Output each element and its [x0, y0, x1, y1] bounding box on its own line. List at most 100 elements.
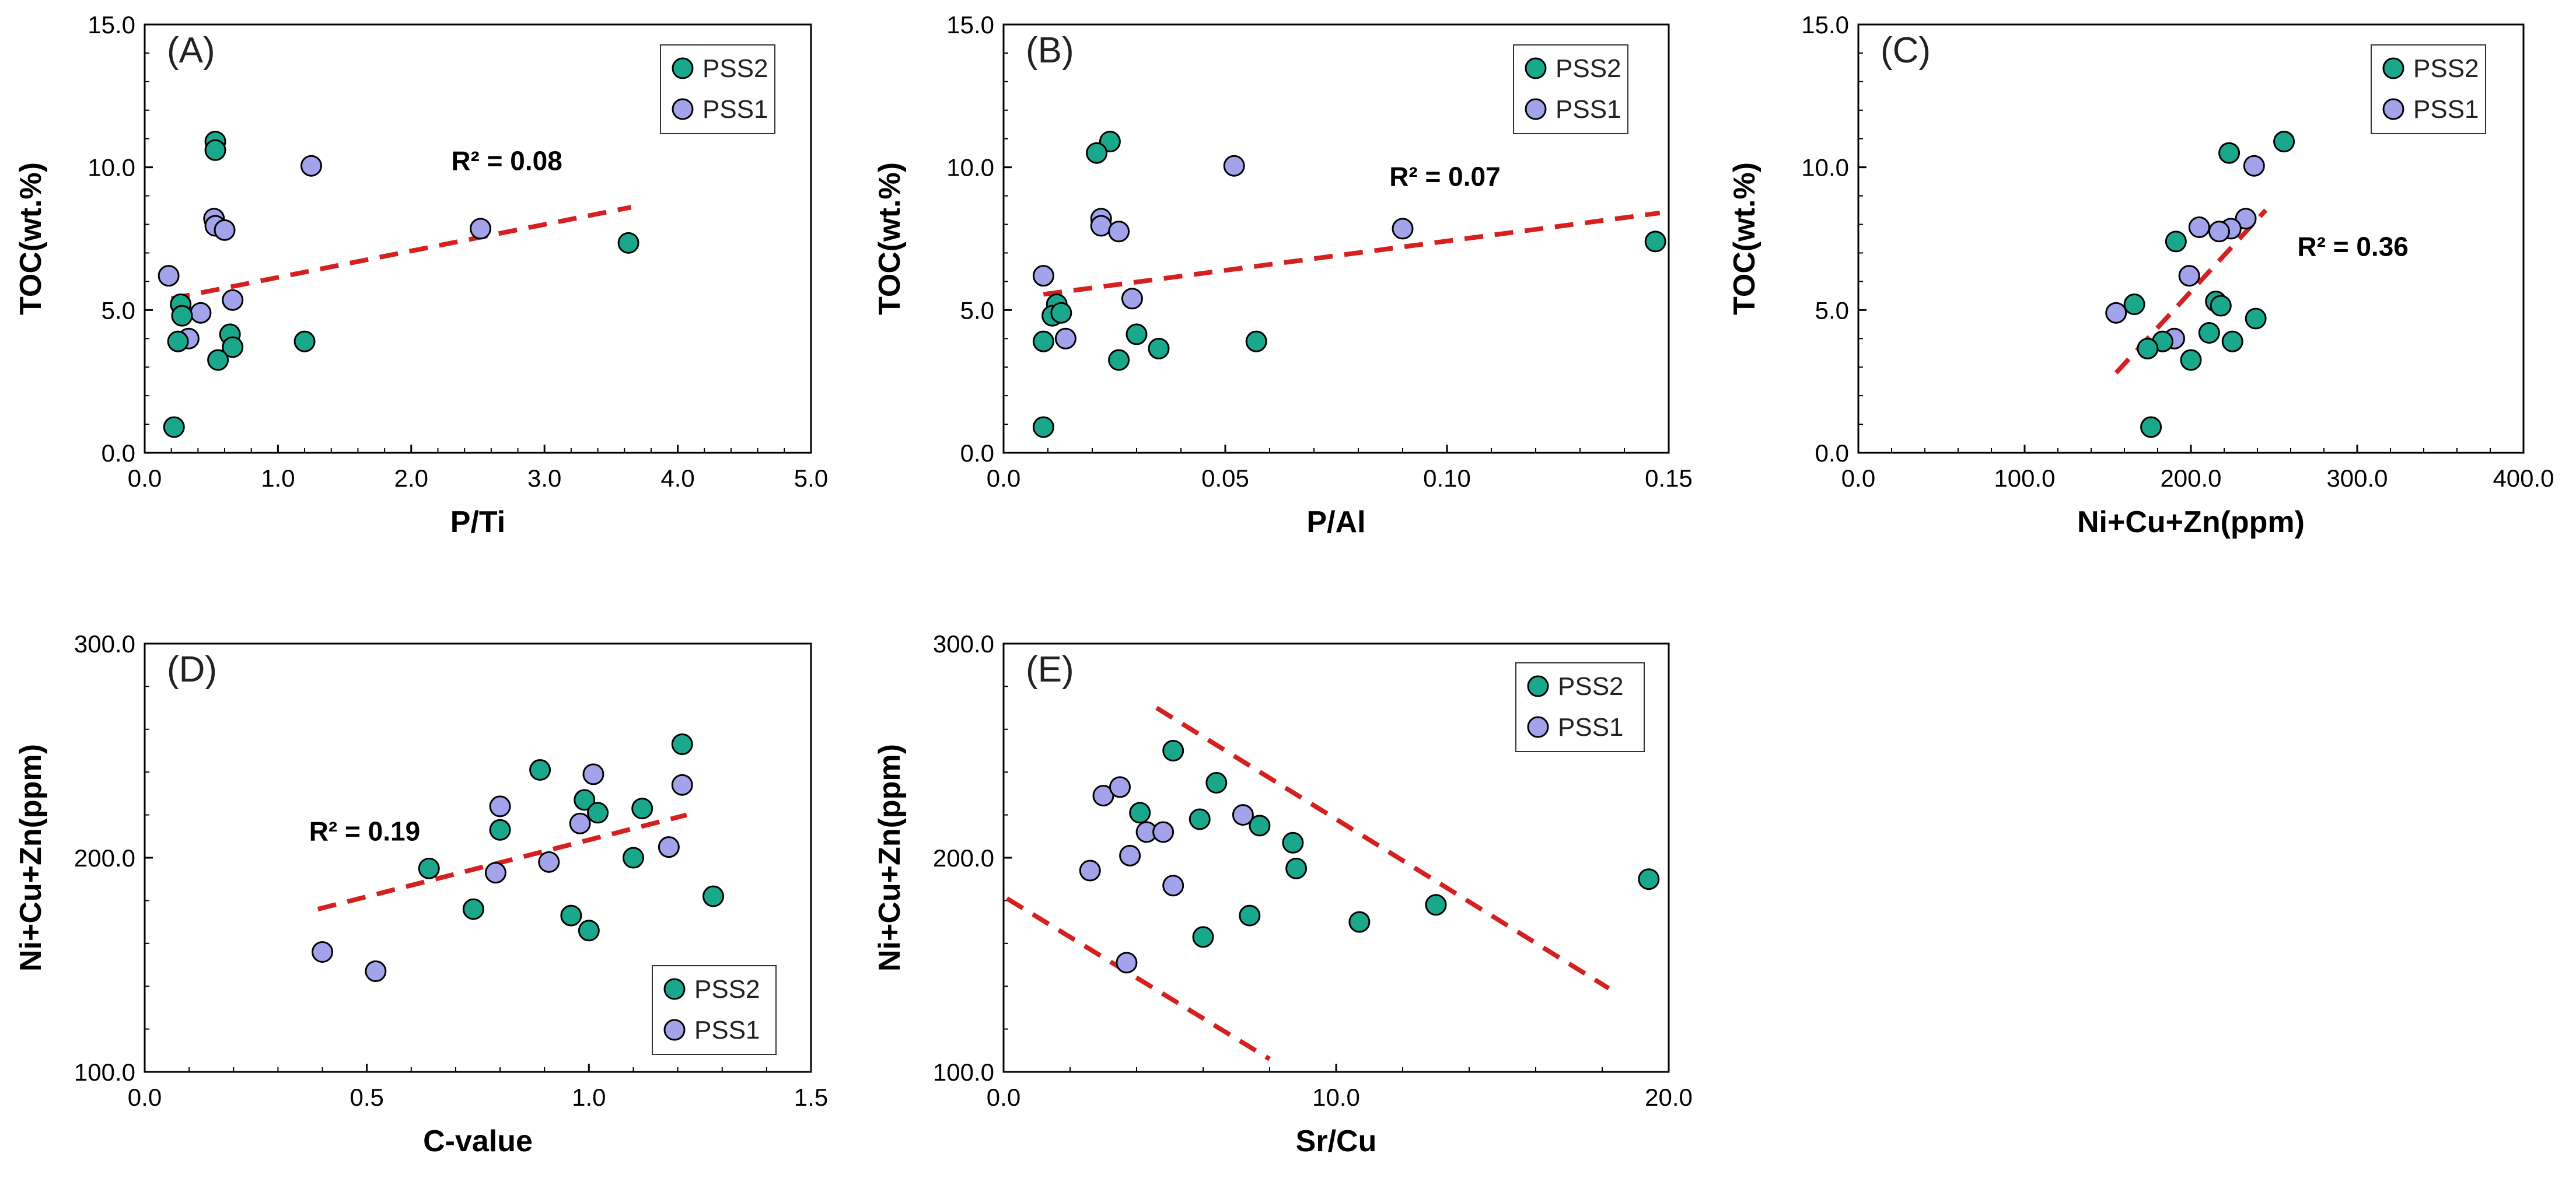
panel-b-pss1-point: [1054, 327, 1076, 350]
panel-a-pss1-point: [222, 289, 244, 311]
panel-b-pss2-point: [1245, 330, 1267, 352]
panel-c-y-tick-label: 10.0: [1801, 154, 1849, 181]
panel-d-pss1-point: [484, 862, 506, 884]
panel-b: 0.0 0.05 0.10 0.15 0.0 5.0 10.0 15.0 P/Al TOC(wt.…: [873, 11, 1693, 539]
panel-b-pss2-point: [1032, 416, 1054, 438]
panel-a-x-tick-label: 4.0: [660, 464, 694, 492]
panel-e-pss2-point: [1282, 831, 1304, 854]
panel-c-pss2-point: [2198, 322, 2220, 344]
panel-b-legend-label-pss1: PSS1: [1556, 95, 1621, 124]
panel-d-pss1-point: [312, 941, 334, 963]
panel-e-pss1-point: [1162, 875, 1184, 897]
panel-b-y-axis-label: TOC(wt.%): [873, 162, 907, 315]
panel-d-legend-marker-pss1: [663, 1019, 686, 1041]
panel-d-x-tick-label: 0.0: [128, 1084, 162, 1111]
panel-b-pss2-point: [1644, 230, 1666, 253]
panel-e-pss2-point: [1239, 904, 1261, 927]
panel-b-plot-frame: [1002, 23, 1670, 454]
panel-d-pss1-point: [365, 960, 387, 983]
panel-c-pss1-point: [2243, 155, 2265, 177]
panel-a-pss2-point: [167, 330, 189, 352]
panel-d-label: (D): [167, 649, 217, 690]
panel-c-pss2-point: [2221, 330, 2243, 352]
panel-c-pss2-point: [2273, 131, 2295, 153]
panel-c-x-tick-label: 300.0: [2326, 464, 2388, 492]
panel-a-x-tick-label: 3.0: [527, 464, 561, 492]
panel-e-trendline: [1005, 896, 1271, 1061]
panel-c-y-axis-label: TOC(wt.%): [1728, 162, 1761, 315]
panel-a-y-tick-label: 15.0: [88, 11, 135, 39]
panel-a-pss1-point: [158, 265, 180, 287]
panel-c-x-tick-label: 200.0: [2160, 464, 2221, 492]
panel-e-legend-marker-pss2: [1527, 675, 1549, 697]
panel-a-pss2-point: [171, 305, 193, 327]
panel-d-pss2-point: [489, 819, 511, 841]
panel-d-trendline: [317, 812, 687, 911]
panel-d-pss2-point: [574, 789, 596, 811]
panel-d-legend-label-pss1: PSS1: [694, 1016, 760, 1044]
panel-c-legend-label-pss2: PSS2: [2413, 54, 2479, 83]
panel-d-pss1-point: [569, 812, 591, 834]
panel-a-pss1-point: [214, 219, 236, 241]
panel-c-x-tick-label: 400.0: [2493, 464, 2554, 492]
panel-a-legend-marker-pss2: [672, 57, 694, 79]
panel-a-x-tick-label: 2.0: [394, 464, 428, 492]
panel-d-pss2-point: [529, 759, 551, 781]
panel-b-x-axis-label: P/Al: [1306, 505, 1365, 539]
panel-d-pss2-point: [578, 920, 600, 942]
panel-e-pss2-point: [1192, 926, 1214, 948]
panel-e-pss1-point: [1079, 859, 1101, 882]
panel-a-plot-frame: [144, 23, 812, 454]
panel-c-legend-marker-pss1: [2382, 98, 2404, 120]
panel-a-pss2-point: [617, 232, 639, 254]
panel-b-pss1-point: [1392, 218, 1414, 240]
panel-c-x-tick-label: 100.0: [1994, 464, 2055, 492]
panel-b-pss1-point: [1108, 221, 1130, 243]
panel-b-pss2-point: [1086, 142, 1108, 164]
panel-c-pss2-point: [2137, 337, 2159, 359]
panel-b-pss1-point: [1090, 215, 1112, 237]
panel-c-pss2-point: [2140, 416, 2162, 438]
panel-d-pss2-point: [418, 857, 440, 879]
panel-d-y-tick-label: 300.0: [74, 630, 135, 658]
panel-d-pss1-point: [658, 836, 680, 858]
panel-e-x-axis-label: Sr/Cu: [1296, 1124, 1377, 1158]
panel-e-pss2-point: [1249, 815, 1271, 837]
panel-a-trendline: [170, 205, 632, 301]
panel-b-pss2-point: [1148, 337, 1170, 359]
panel-b-pss2-point: [1108, 349, 1130, 371]
panel-e-pss1-point: [1152, 821, 1175, 843]
panel-d-x-tick-label: 1.0: [572, 1084, 606, 1111]
panel-e-y-tick-label: 100.0: [933, 1058, 994, 1086]
panel-b-pss2-point: [1032, 330, 1054, 352]
panel-c-pss2-point: [2180, 349, 2202, 371]
panel-e-y-tick-label: 300.0: [933, 630, 994, 658]
panel-b-legend-marker-pss1: [1525, 98, 1547, 120]
panel-c-pss2-point: [2123, 293, 2145, 316]
panel-d-pss2-point: [671, 733, 693, 755]
panel-e-pss2-point: [1425, 894, 1447, 916]
panel-a-pss2-point: [204, 139, 226, 161]
panel-c-r2-annotation: R² = 0.36: [2297, 231, 2409, 261]
panel-c-pss1-point: [2235, 208, 2257, 230]
panel-d-pss1-point: [582, 763, 604, 785]
panel-b-x-tick-label: 0.05: [1201, 464, 1249, 492]
panel-c-legend-label-pss1: PSS1: [2413, 95, 2479, 124]
panel-e-x-tick-label: 0.0: [987, 1084, 1020, 1111]
panel-e-pss2-point: [1285, 857, 1308, 879]
panel-c-pss1-point: [2105, 302, 2127, 324]
panel-e-pss2-point: [1205, 772, 1228, 794]
panel-a-label: (A): [167, 30, 215, 71]
panel-e-x-tick-label: 20.0: [1645, 1084, 1693, 1111]
panel-a-pss2-point: [207, 349, 229, 371]
panel-c-y-tick-label: 0.0: [1815, 439, 1849, 467]
panel-e-x-tick-label: 10.0: [1312, 1084, 1360, 1111]
panel-a-legend-marker-pss1: [672, 98, 694, 120]
panel-c-pss1-point: [2178, 265, 2200, 287]
panel-d-pss2-point: [560, 904, 582, 927]
panel-d: 0.0 0.5 1.0 1.5 100.0 200.0 300.0 C-value Ni+Cu+…: [14, 630, 828, 1158]
panel-d-pss1-point: [671, 774, 693, 796]
panel-c: 0.0 100.0 200.0 300.0 400.0 0.0 5.0 10.0 15.0 Ni+…: [1728, 11, 2554, 539]
panel-c-y-tick-label: 15.0: [1801, 11, 1849, 39]
